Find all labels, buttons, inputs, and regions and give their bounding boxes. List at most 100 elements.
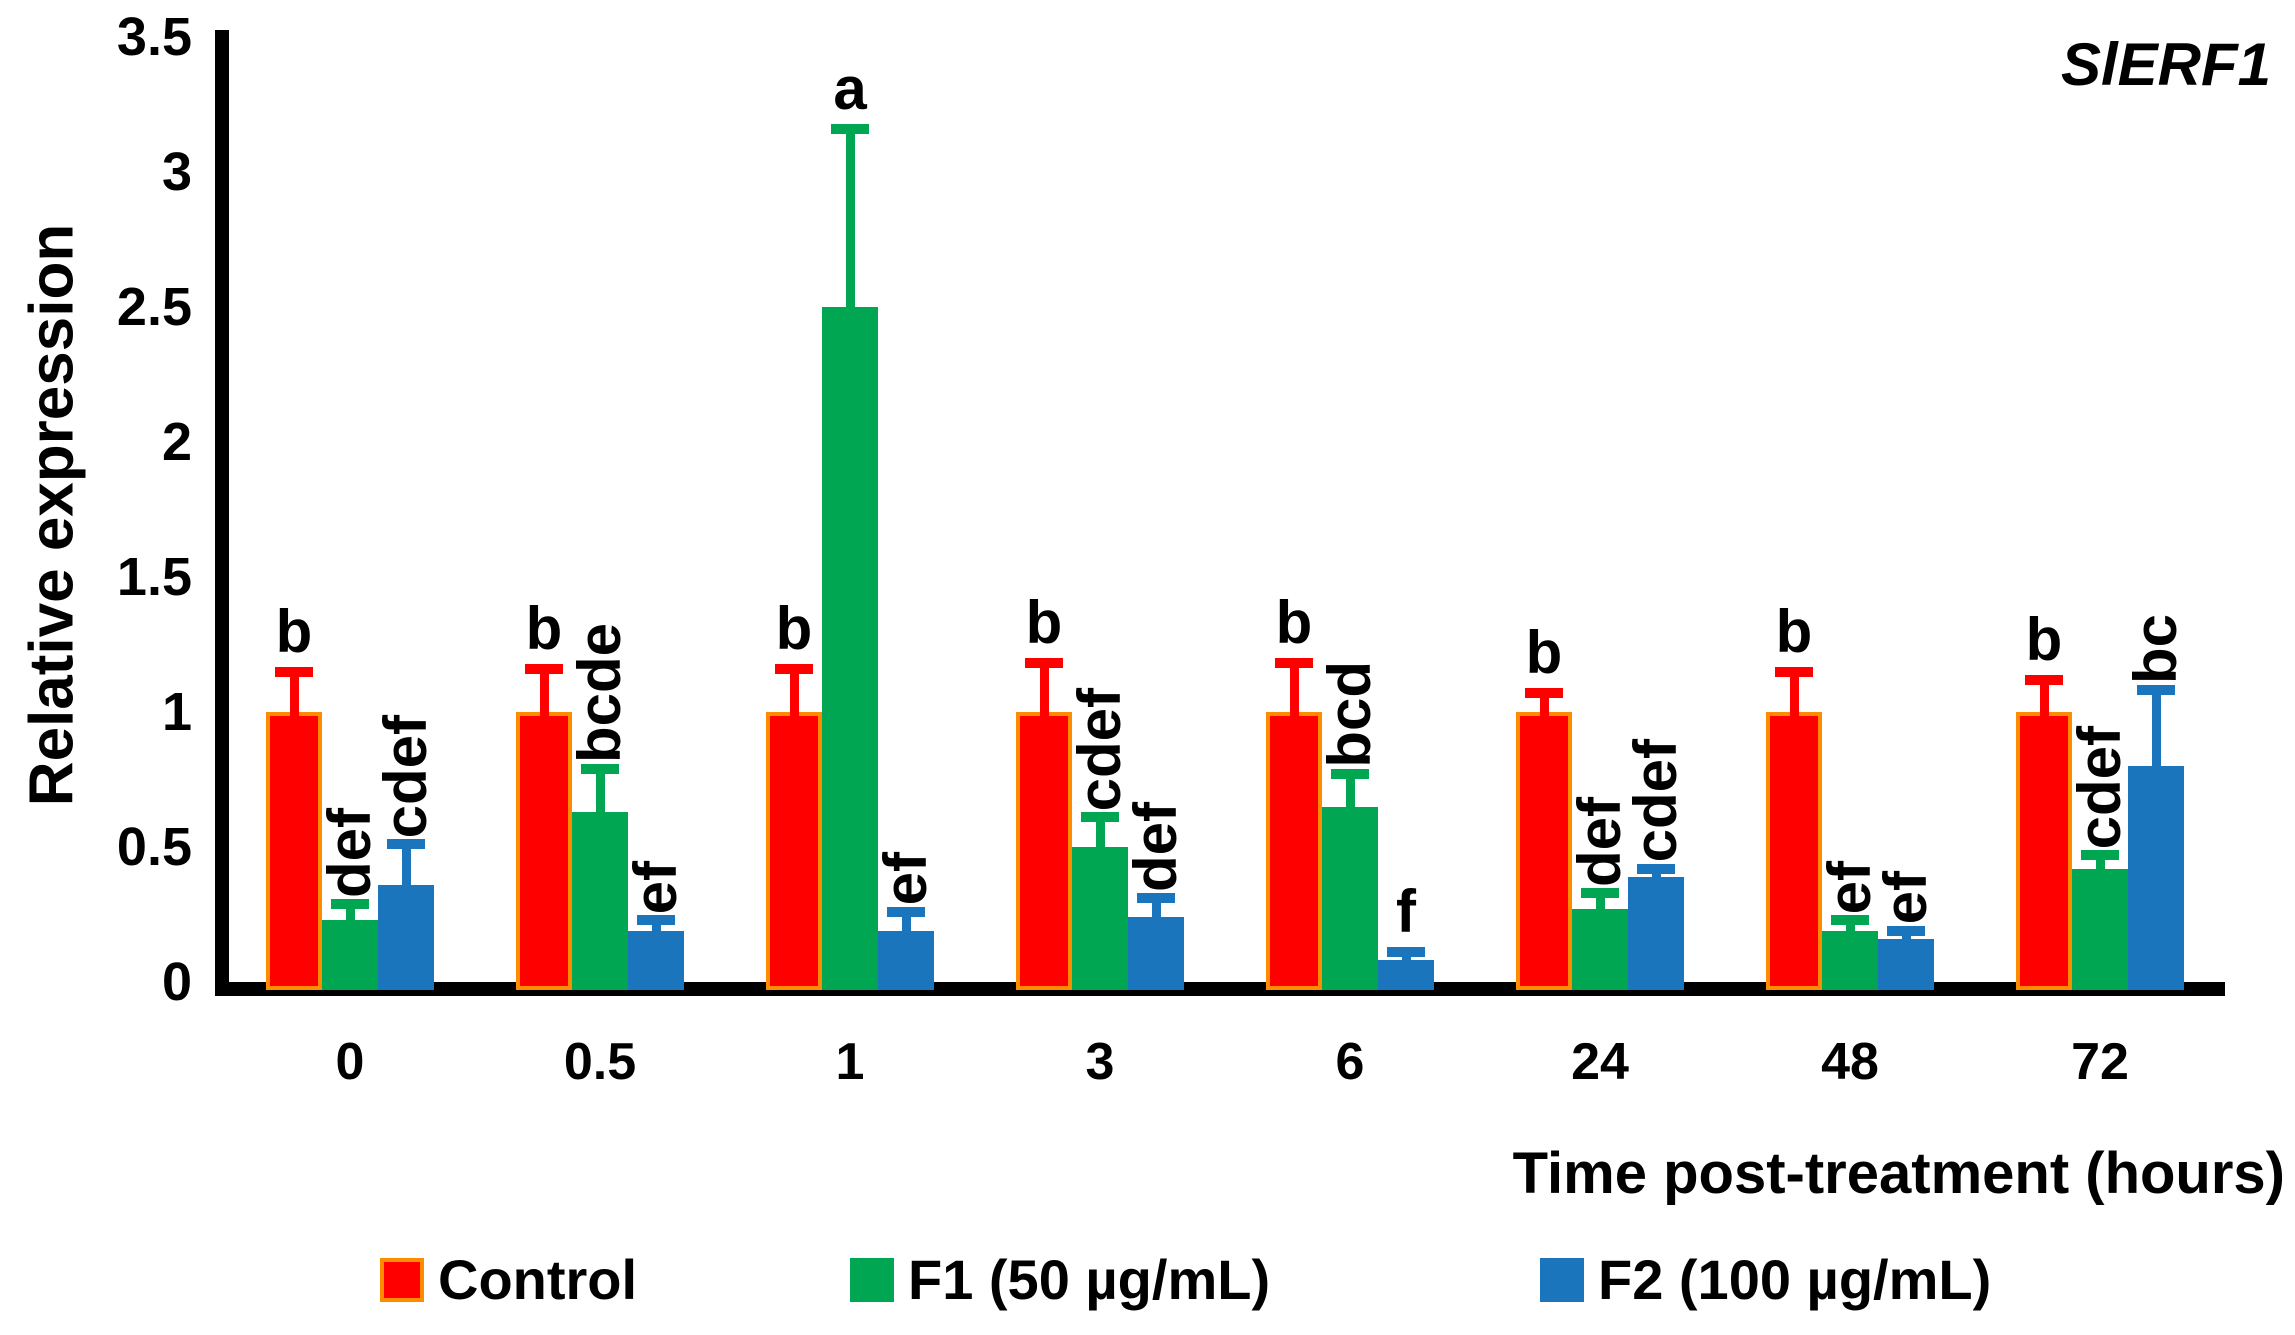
- bar-f1-0h: [322, 919, 378, 990]
- error-bar-stem: [1039, 663, 1049, 716]
- bar-f2-1h: [878, 930, 934, 990]
- error-bar-cap: [2025, 674, 2063, 685]
- sig-letter: bcde: [566, 622, 633, 763]
- y-axis-line: [215, 30, 229, 996]
- error-bar-stem: [1095, 817, 1105, 851]
- sig-letter: ef: [622, 860, 689, 914]
- y-tick-label: 3.5: [116, 7, 192, 67]
- bar-control-72h: [2016, 712, 2072, 990]
- error-bar-stem: [651, 919, 661, 935]
- bar-control-0h: [266, 712, 322, 990]
- error-bar-stem: [2151, 690, 2161, 770]
- sig-letter: b: [275, 597, 313, 665]
- error-bar-cap: [275, 666, 313, 677]
- error-bar-stem: [1901, 930, 1911, 943]
- x-axis-line: [215, 982, 2225, 996]
- error-bar-cap: [887, 906, 925, 917]
- sig-letter: b: [1525, 619, 1563, 687]
- bar-f2-0h: [378, 884, 434, 990]
- bar-f2-6h: [1378, 960, 1434, 990]
- error-bar-cap: [525, 663, 563, 674]
- sig-letter: cdef: [2066, 725, 2133, 850]
- error-bar-cap: [1831, 914, 1869, 925]
- error-bar-stem: [1539, 693, 1549, 716]
- error-bar-stem: [1651, 868, 1661, 881]
- error-bar-cap: [1525, 688, 1563, 699]
- sig-letter: cdef: [1066, 687, 1133, 812]
- error-bar-cap: [2081, 850, 2119, 861]
- sig-letter: bcd: [1316, 661, 1383, 769]
- bar-control-24h: [1516, 712, 1572, 990]
- x-axis-title: Time post-treatment (hours): [1512, 1141, 2285, 1206]
- error-bar-cap: [1081, 812, 1119, 823]
- bar-f1-0.5h: [572, 811, 628, 990]
- x-tick-label: 3: [1085, 1033, 1115, 1091]
- bar-f2-24h: [1628, 876, 1684, 990]
- error-bar-stem: [1151, 898, 1161, 922]
- bar-f1-1h: [822, 307, 878, 990]
- sig-letter: cdef: [372, 714, 439, 839]
- error-bar-stem: [595, 768, 605, 816]
- y-tick-label: 3: [161, 142, 192, 202]
- bar-control-0.5h: [516, 712, 572, 990]
- error-bar-stem: [901, 911, 911, 935]
- sig-letter: b: [525, 594, 563, 662]
- bar-control-48h: [1766, 712, 1822, 990]
- error-bar-stem: [1345, 774, 1355, 811]
- error-bar-stem: [1289, 663, 1299, 716]
- sig-letter: b: [1775, 597, 1813, 665]
- bar-f1-72h: [2072, 868, 2128, 990]
- sig-letter: cdef: [1622, 739, 1689, 863]
- sig-letter: def: [1122, 802, 1189, 893]
- y-tick-label: 2.5: [116, 277, 192, 337]
- error-bar-stem: [1401, 952, 1411, 965]
- error-bar-stem: [2039, 679, 2049, 716]
- bar-f1-24h: [1572, 909, 1628, 990]
- bar-control-1h: [766, 712, 822, 990]
- bar-f1-48h: [1822, 930, 1878, 990]
- x-tick-label: 1: [835, 1033, 865, 1091]
- error-bar-cap: [637, 914, 675, 925]
- error-bar-cap: [831, 123, 869, 134]
- sig-letter: bc: [2122, 614, 2189, 685]
- sig-letter: def: [316, 807, 383, 898]
- x-tick-label: 0: [335, 1033, 365, 1091]
- x-tick-label: 72: [2071, 1033, 2129, 1091]
- sig-letter: b: [1275, 589, 1313, 657]
- sig-letter: b: [2025, 605, 2063, 673]
- error-bar-cap: [775, 663, 813, 674]
- error-bar-cap: [331, 898, 369, 909]
- error-bar-cap: [1331, 769, 1369, 780]
- error-bar-stem: [539, 668, 549, 716]
- error-bar-cap: [1137, 893, 1175, 904]
- bar-f2-0.5h: [628, 930, 684, 990]
- x-tick-label: 0.5: [563, 1033, 637, 1091]
- chart-title: SlERF1: [2060, 31, 2271, 98]
- y-tick-label: 0: [161, 952, 192, 1012]
- error-bar-cap: [387, 839, 425, 850]
- error-bar-cap: [2137, 685, 2175, 696]
- bar-control-3h: [1016, 712, 1072, 990]
- sig-letter: def: [1566, 796, 1633, 887]
- error-bar-cap: [1387, 947, 1425, 958]
- error-bar-cap: [1581, 887, 1619, 898]
- sig-letter: b: [1025, 589, 1063, 657]
- sig-letter: ef: [872, 852, 939, 906]
- sig-letter: b: [775, 594, 813, 662]
- error-bar-cap: [1637, 863, 1675, 874]
- x-tick-label: 48: [1821, 1033, 1879, 1091]
- bar-f2-48h: [1878, 938, 1934, 990]
- x-tick-label: 24: [1571, 1033, 1629, 1091]
- error-bar-stem: [289, 671, 299, 716]
- bar-f1-3h: [1072, 847, 1128, 990]
- error-bar-stem: [845, 128, 855, 311]
- error-bar-stem: [1789, 671, 1799, 716]
- y-tick-label: 2: [161, 412, 192, 472]
- error-bar-cap: [1775, 666, 1813, 677]
- sig-letter: f: [1396, 878, 1416, 946]
- bar-control-6h: [1266, 712, 1322, 990]
- y-tick-label: 1: [161, 682, 192, 742]
- error-bar-stem: [1595, 892, 1605, 914]
- error-bar-cap: [1025, 658, 1063, 669]
